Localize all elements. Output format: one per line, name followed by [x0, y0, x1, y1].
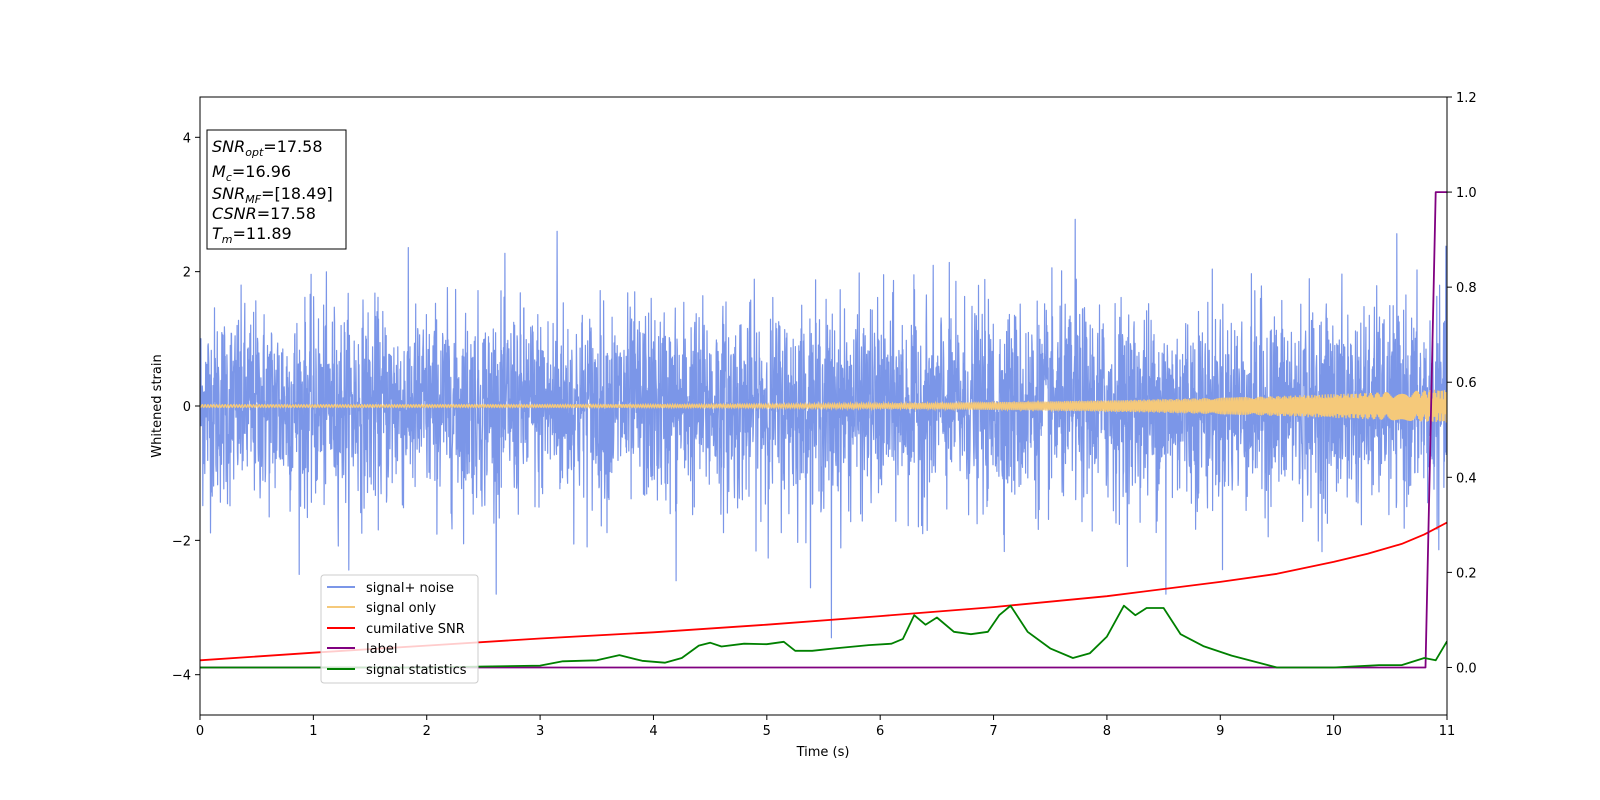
legend-label: signal statistics [366, 663, 467, 678]
annotation-line: Mc=16.96 [212, 162, 291, 184]
y-right-tick-label: 0.6 [1456, 376, 1477, 391]
annotation-line: Tm=11.89 [212, 224, 292, 246]
x-tick-label: 11 [1439, 724, 1456, 739]
y-right-tick-label: 0.2 [1456, 566, 1477, 581]
x-tick-label: 1 [309, 724, 317, 739]
series-label [200, 191, 1447, 669]
legend-label: label [366, 642, 397, 657]
x-tick-label: 8 [1103, 724, 1111, 739]
y-left-tick-label: −2 [172, 534, 191, 549]
annotation-line: SNRMF=[18.49] [212, 184, 333, 206]
legend-item-label: label [327, 642, 397, 657]
y-right-tick-label: 0.8 [1456, 281, 1477, 296]
x-tick-label: 9 [1216, 724, 1224, 739]
y-axis-right: 0.0 0.2 0.4 0.6 0.8 1.0 1.2 [1447, 91, 1477, 676]
x-axis: 0 1 2 3 4 5 6 7 8 9 10 11 [196, 715, 1455, 739]
x-tick-label: 0 [196, 724, 204, 739]
legend-label: cumilative SNR [366, 622, 465, 637]
legend-label: signal only [366, 601, 436, 616]
series-layer [200, 191, 1447, 669]
legend-label: signal+ noise [366, 581, 454, 596]
x-tick-label: 7 [989, 724, 997, 739]
legend-item-cumilative-snr: cumilative SNR [327, 622, 465, 637]
x-axis-label: Time (s) [796, 745, 850, 760]
annotation-line: CSNR=17.58 [212, 204, 316, 223]
annotation-frame [206, 129, 347, 250]
y-right-tick-label: 1.2 [1456, 91, 1477, 106]
series-signal-noise [200, 218, 1447, 639]
y-axis-label: Whitened strain [150, 354, 165, 457]
series-signal-only [200, 389, 1447, 423]
legend-item-signal-statistics: signal statistics [327, 663, 467, 678]
annotation-line: SNRopt=17.58 [212, 137, 323, 159]
y-left-tick-label: 0 [183, 400, 191, 415]
annotation-box: SNRopt=17.58 Mc=16.96SNRMF=[18.49]CSNR=17… [206, 129, 347, 250]
x-tick-label: 5 [763, 724, 771, 739]
legend: signal+ noise signal only cumilative SNR la… [320, 574, 479, 684]
x-tick-label: 2 [423, 724, 431, 739]
legend-item-signal-noise: signal+ noise [327, 581, 454, 596]
y-right-tick-label: 0.0 [1456, 661, 1477, 676]
x-tick-label: 3 [536, 724, 544, 739]
y-axis-left: −4 −2 0 2 4 [172, 131, 200, 684]
x-tick-label: 10 [1325, 724, 1342, 739]
x-tick-label: 4 [649, 724, 657, 739]
series-cumilative-snr [200, 521, 1447, 662]
y-right-tick-label: 0.4 [1456, 471, 1477, 486]
legend-frame [320, 574, 479, 684]
series-signal-statistics [200, 604, 1447, 669]
y-left-tick-label: 2 [183, 266, 191, 281]
x-tick-label: 6 [876, 724, 884, 739]
y-right-tick-label: 1.0 [1456, 186, 1477, 201]
y-left-tick-label: 4 [183, 131, 191, 146]
y-left-tick-label: −4 [172, 669, 191, 684]
legend-item-signal-only: signal only [327, 601, 436, 616]
